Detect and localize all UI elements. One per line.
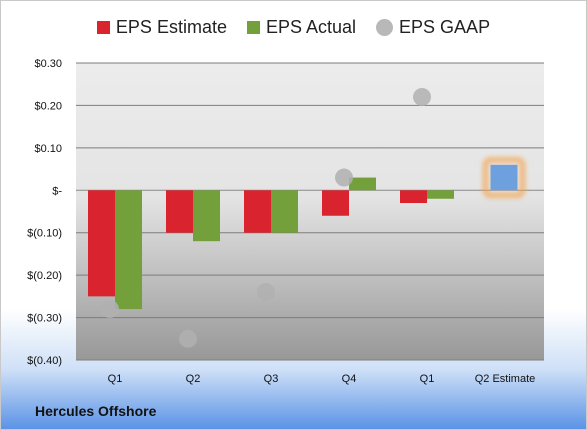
legend-label-actual: EPS Actual xyxy=(265,17,357,37)
x-tick-label: Q2 Estimate xyxy=(475,373,536,385)
x-tick-label: Q2 xyxy=(186,373,201,385)
bar-eps-actual xyxy=(349,177,376,191)
plot-area xyxy=(76,63,544,360)
legend-swatch-actual xyxy=(246,21,260,34)
y-tick-label: $(0.20) xyxy=(27,270,62,282)
y-tick-label: $0.20 xyxy=(34,100,62,112)
bar-eps-actual xyxy=(115,190,142,310)
bar-eps-estimate xyxy=(244,190,271,233)
bar-eps-actual xyxy=(271,190,298,233)
x-tick-label: Q4 xyxy=(342,373,357,385)
legend-label-estimate: EPS Estimate xyxy=(115,17,227,37)
bar-eps-estimate xyxy=(322,190,349,216)
y-tick-label: $(0.30) xyxy=(27,313,62,325)
y-tick-label: $0.10 xyxy=(34,143,62,155)
bar-eps-estimate xyxy=(490,164,518,191)
legend-item-gaap: EPS GAAP xyxy=(376,17,490,38)
x-tick-label: Q3 xyxy=(264,373,279,385)
legend-item-estimate: EPS Estimate xyxy=(96,17,227,38)
chart-marks xyxy=(88,87,526,348)
bar-eps-actual xyxy=(193,190,220,242)
highlight-glow xyxy=(482,156,526,199)
x-tick-label: Q1 xyxy=(108,373,123,385)
x-tick-label: Q1 xyxy=(420,373,435,385)
y-axis-ticks: $0.30 $0.20 $0.10 $- $(0.10) $(0.20) $(0.30) $(… xyxy=(27,58,62,367)
point-eps-gaap xyxy=(335,168,353,187)
bar-eps-estimate xyxy=(88,190,115,297)
x-axis-labels: Q1 Q2 Q3 Q4 Q1 Q2 Estimate xyxy=(108,373,536,385)
grid-lines xyxy=(76,62,544,361)
legend-swatch-estimate xyxy=(96,21,110,34)
legend-swatch-gaap xyxy=(376,19,394,36)
point-eps-gaap xyxy=(101,300,119,319)
y-tick-label: $(0.40) xyxy=(27,355,62,367)
legend-item-actual: EPS Actual xyxy=(246,17,357,38)
y-tick-label: $0.30 xyxy=(34,58,62,70)
bar-eps-actual xyxy=(427,190,454,199)
point-eps-gaap xyxy=(179,329,197,348)
y-tick-label: $- xyxy=(52,185,62,197)
company-name: Hercules Offshore xyxy=(35,403,157,419)
bar-eps-estimate xyxy=(400,190,427,204)
bar-eps-estimate xyxy=(166,190,193,233)
y-tick-label: $(0.10) xyxy=(27,228,62,240)
legend-label-gaap: EPS GAAP xyxy=(399,17,491,37)
legend: EPS Estimate EPS Actual EPS GAAP xyxy=(1,17,586,38)
point-eps-gaap xyxy=(257,283,275,302)
point-eps-gaap xyxy=(413,87,431,106)
